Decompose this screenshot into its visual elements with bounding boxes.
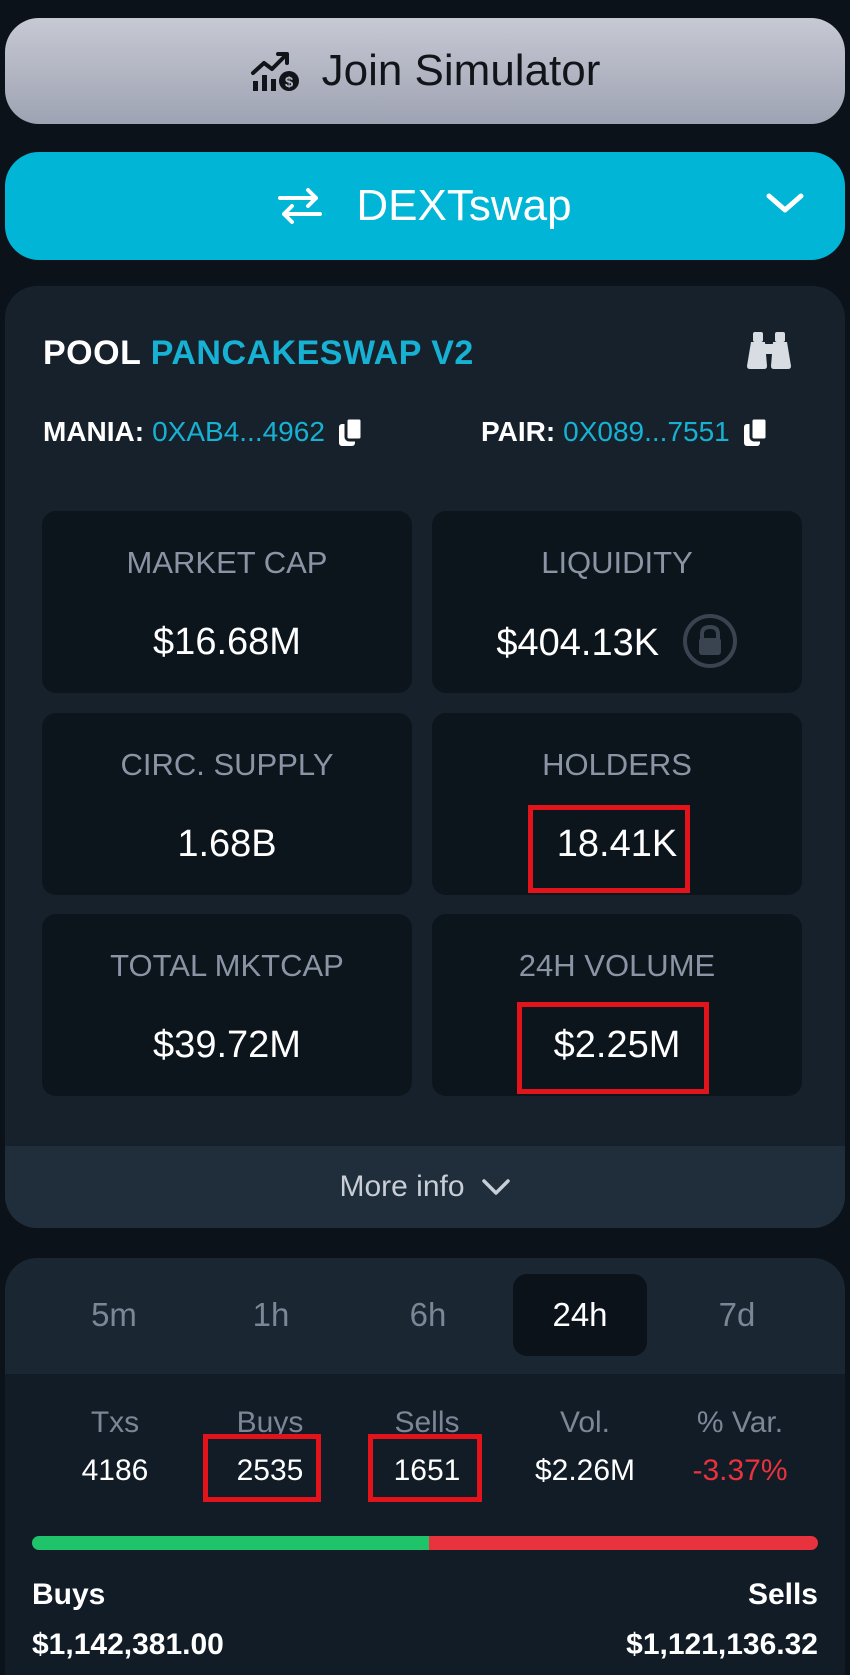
pool-dex-name: PANCAKESWAP V2	[150, 334, 474, 372]
stat-total-mktcap: TOTAL MKTCAP $39.72M	[42, 914, 412, 1096]
pair-label: PAIR:	[481, 416, 556, 447]
stat-24h-volume: 24H VOLUME $2.25M	[432, 914, 802, 1096]
stat-label: LIQUIDITY	[541, 545, 693, 580]
token-label: MANIA:	[43, 416, 145, 447]
pair-address-row: PAIR: 0X089...7551	[481, 416, 770, 448]
token-address[interactable]: 0XAB4...4962	[152, 416, 325, 447]
stat-liquidity: LIQUIDITY $404.13K	[432, 511, 802, 693]
stat-value: $39.72M	[153, 1024, 301, 1066]
buy-ratio-fill	[32, 1536, 429, 1550]
tab-24h[interactable]: 24h	[513, 1274, 647, 1356]
stat-value: $404.13K	[496, 622, 660, 665]
binoculars-icon[interactable]	[745, 330, 793, 370]
transactions-card: 5m 1h 6h 24h 7d Txs 4186 Buys 2535 Sells…	[5, 1258, 845, 1675]
tx-stat-value: -3.37%	[692, 1454, 788, 1487]
tab-5m[interactable]: 5m	[91, 1296, 137, 1333]
tx-stat-value: 1651	[393, 1454, 461, 1487]
tx-stat-value: 2535	[236, 1454, 304, 1487]
tab-6h[interactable]: 6h	[409, 1296, 447, 1333]
footer-sells-value: $1,121,136.32	[626, 1628, 818, 1661]
stat-value: $2.25M	[553, 1024, 681, 1066]
tx-stat-value: $2.26M	[534, 1454, 636, 1487]
highlight-box	[528, 805, 690, 893]
footer-sells-label: Sells	[747, 1578, 818, 1611]
swap-arrows-icon	[278, 188, 323, 224]
highlight-box	[203, 1434, 321, 1502]
stat-value: 1.68B	[177, 823, 277, 865]
copy-icon[interactable]	[742, 416, 770, 448]
stat-market-cap: MARKET CAP $16.68M	[42, 511, 412, 693]
dextswap-dropdown[interactable]: DEXTswap	[5, 152, 845, 260]
stat-label: CIRC. SUPPLY	[120, 747, 334, 782]
chart-dollar-icon: $	[250, 52, 299, 91]
pool-prefix: POOL	[43, 334, 141, 372]
footer-buys-label: Buys	[32, 1578, 106, 1611]
tx-stat-label: Sells	[394, 1406, 460, 1439]
copy-icon[interactable]	[337, 416, 365, 448]
stat-holders: HOLDERS 18.41K	[432, 713, 802, 895]
stat-label: HOLDERS	[542, 747, 692, 782]
tab-7d[interactable]: 7d	[718, 1296, 756, 1333]
tx-stat-label: % Var.	[696, 1406, 784, 1439]
stat-value: $16.68M	[153, 621, 301, 663]
svg-text:$: $	[284, 74, 293, 91]
tx-stat-label: Vol.	[559, 1406, 611, 1439]
timeframe-tabs: 5m 1h 6h 24h 7d	[5, 1258, 845, 1374]
sell-ratio-fill	[428, 1536, 818, 1550]
stat-circ-supply: CIRC. SUPPLY 1.68B	[42, 713, 412, 895]
highlight-box	[517, 1002, 709, 1094]
tab-1h[interactable]: 1h	[252, 1296, 290, 1333]
dextswap-label: DEXTswap	[356, 181, 572, 230]
tx-stat-value: 4186	[81, 1454, 149, 1487]
more-info-label: More info	[339, 1170, 465, 1203]
footer-buys-value: $1,142,381.00	[32, 1628, 224, 1661]
chevron-down-icon	[766, 193, 804, 213]
token-address-row: MANIA: 0XAB4...4962	[43, 416, 365, 448]
stat-label: TOTAL MKTCAP	[110, 948, 344, 983]
pool-title: POOL PANCAKESWAP V2	[43, 334, 474, 373]
stat-value: 18.41K	[556, 823, 678, 865]
tx-stat-label: Txs	[90, 1406, 140, 1439]
highlight-box	[368, 1434, 482, 1502]
join-simulator-label: Join Simulator	[321, 46, 601, 95]
chevron-down-icon	[481, 1179, 510, 1195]
buy-sell-ratio-bar	[32, 1536, 818, 1550]
more-info-toggle[interactable]: More info	[5, 1146, 845, 1228]
pool-info-card: POOL PANCAKESWAP V2 MANIA: 0XAB4...4962 …	[5, 286, 845, 1228]
pair-address[interactable]: 0X089...7551	[563, 416, 730, 447]
stat-label: 24H VOLUME	[518, 948, 716, 983]
lock-icon	[682, 614, 737, 668]
join-simulator-button[interactable]: $ Join Simulator	[5, 18, 845, 124]
stat-label: MARKET CAP	[126, 545, 328, 580]
tx-stat-label: Buys	[236, 1406, 304, 1439]
